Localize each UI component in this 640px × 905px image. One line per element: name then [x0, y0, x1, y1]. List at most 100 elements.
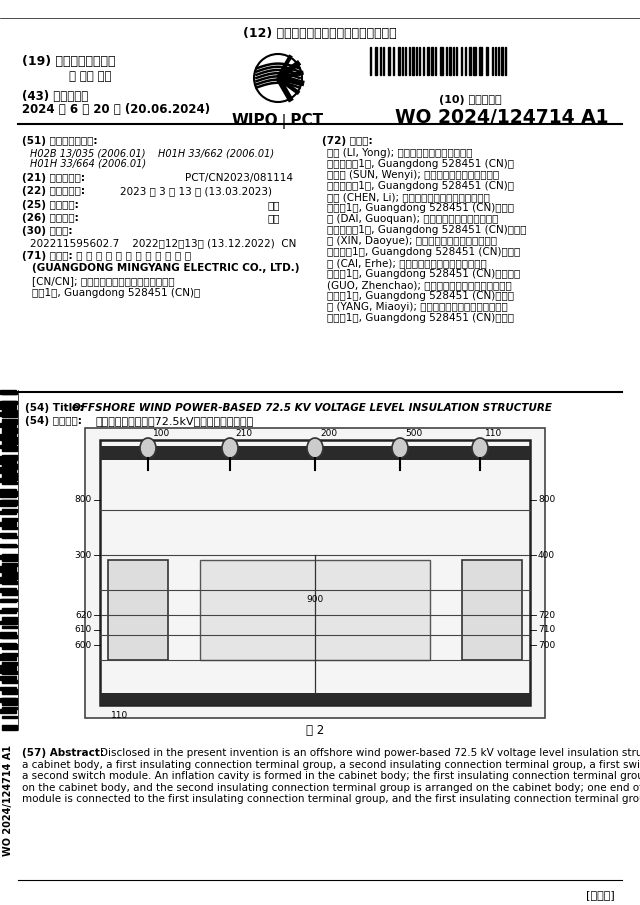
Bar	[456, 47, 457, 75]
Text: Disclosed in the present invention is an offshore wind power-based 72.5 kV volta: Disclosed in the present invention is an…	[100, 748, 640, 758]
Bar	[370, 47, 371, 75]
Bar	[462, 560, 522, 660]
Text: 中文: 中文	[268, 200, 280, 210]
Bar	[2, 518, 17, 521]
Text: (54) Title:: (54) Title:	[25, 403, 83, 413]
Text: OFFSHORE WIND POWER-BASED 72.5 KV VOLTAGE LEVEL INSULATION STRUCTURE: OFFSHORE WIND POWER-BASED 72.5 KV VOLTAG…	[72, 403, 552, 413]
Bar	[440, 47, 443, 75]
Bar	[461, 47, 462, 75]
Bar	[0, 676, 16, 680]
Text: (21) 国际申请号:: (21) 国际申请号:	[22, 173, 85, 183]
Text: 2024 年 6 月 20 日 (20.06.2024): 2024 年 6 月 20 日 (20.06.2024)	[22, 103, 210, 116]
Bar	[449, 47, 451, 75]
Bar	[2, 635, 17, 638]
Text: PCT/CN2023/081114: PCT/CN2023/081114	[185, 173, 293, 183]
Bar	[2, 464, 17, 469]
Bar	[2, 617, 17, 624]
Text: (71) 申请人: 广 东 明 阳 电 气 股 份 有 限 公 司: (71) 申请人: 广 东 明 阳 电 气 股 份 有 限 公 司	[22, 251, 191, 261]
Text: 兴业西路1号, Guangdong 528451 (CN)。蔡尔: 兴业西路1号, Guangdong 528451 (CN)。蔡尔	[327, 247, 520, 257]
Bar	[2, 401, 17, 404]
Bar	[2, 536, 17, 538]
Bar	[486, 47, 488, 75]
Text: 110: 110	[485, 430, 502, 439]
Bar	[0, 445, 16, 448]
Bar	[383, 47, 384, 75]
Text: 800: 800	[75, 496, 92, 504]
Ellipse shape	[222, 438, 238, 458]
Bar	[0, 610, 16, 613]
Text: a cabinet body, a first insulating connection terminal group, a second insulatin: a cabinet body, a first insulating conne…	[22, 759, 640, 769]
Text: 700: 700	[538, 641, 556, 650]
Bar	[0, 665, 16, 673]
Bar	[0, 489, 16, 497]
Text: (22) 国际申请日:: (22) 国际申请日:	[22, 186, 85, 196]
Bar	[2, 671, 17, 674]
Text: 西路1号, Guangdong 528451 (CN)。: 西路1号, Guangdong 528451 (CN)。	[32, 288, 200, 298]
Bar	[479, 47, 482, 75]
Bar	[0, 566, 16, 572]
Text: 何 (CAI, Erhe); 中国广东省中山市南朗镇横门兴: 何 (CAI, Erhe); 中国广东省中山市南朗镇横门兴	[327, 258, 487, 268]
Bar	[380, 47, 381, 75]
Text: WO 2024/124714 A1: WO 2024/124714 A1	[3, 745, 13, 855]
Text: (GUO, Zhenchao); 中国广东省中山市南朗镇横门兴: (GUO, Zhenchao); 中国广东省中山市南朗镇横门兴	[327, 280, 512, 290]
Bar	[2, 455, 17, 460]
Bar	[0, 687, 16, 690]
Text: (26) 公布语言:: (26) 公布语言:	[22, 213, 79, 223]
Text: (25) 申请语言:: (25) 申请语言:	[22, 200, 79, 210]
Bar	[2, 698, 17, 705]
Bar	[2, 716, 17, 718]
Bar	[495, 47, 496, 75]
Text: 权 (DAI, Guoquan); 中国广东省中山市南朗镇横: 权 (DAI, Guoquan); 中国广东省中山市南朗镇横	[327, 214, 499, 224]
Text: (30) 优先权:: (30) 优先权:	[22, 226, 72, 236]
Bar	[416, 47, 417, 75]
Bar	[473, 47, 476, 75]
Bar	[0, 401, 16, 409]
Bar	[402, 47, 403, 75]
Bar	[0, 599, 16, 602]
Text: [CN/CN]; 中国广东省中山市南朗镇横门兴业: [CN/CN]; 中国广东省中山市南朗镇横门兴业	[32, 276, 175, 286]
Bar	[0, 456, 16, 464]
Bar	[100, 693, 530, 705]
Bar	[465, 47, 466, 75]
Bar	[0, 588, 16, 592]
Text: 400: 400	[538, 550, 555, 559]
Text: 710: 710	[538, 625, 556, 634]
Bar	[0, 632, 16, 638]
Text: (72) 发明人:: (72) 发明人:	[322, 136, 372, 146]
Text: module is connected to the first insulating connection terminal group, and the f: module is connected to the first insulat…	[22, 794, 640, 804]
Bar	[2, 419, 17, 424]
Text: 门兴业西路1号, Guangdong 528451 (CN)。: 门兴业西路1号, Guangdong 528451 (CN)。	[327, 159, 514, 169]
Bar	[2, 707, 17, 709]
Bar	[412, 47, 414, 75]
Bar	[108, 560, 168, 660]
Bar	[409, 47, 410, 75]
Text: 900: 900	[307, 595, 324, 605]
Text: a second switch module. An inflation cavity is formed in the cabinet body; the f: a second switch module. An inflation cav…	[22, 771, 640, 781]
Text: 中文: 中文	[268, 213, 280, 223]
Text: (51) 国际专利分类号:: (51) 国际专利分类号:	[22, 136, 97, 146]
Bar	[435, 47, 436, 75]
Bar	[469, 47, 471, 75]
Bar	[0, 643, 16, 646]
Bar	[2, 527, 17, 529]
Bar	[2, 482, 17, 484]
Bar	[2, 446, 17, 451]
Bar	[2, 491, 17, 496]
Ellipse shape	[307, 438, 323, 458]
Bar	[492, 47, 493, 75]
Bar	[498, 47, 499, 75]
Text: (43) 国际公布日: (43) 国际公布日	[22, 90, 88, 103]
Bar	[375, 47, 377, 75]
Bar	[0, 555, 16, 559]
Ellipse shape	[140, 438, 156, 458]
Text: 宜 (YANG, Miaoyi); 中国广东省中山市南朗镇横门兴: 宜 (YANG, Miaoyi); 中国广东省中山市南朗镇横门兴	[327, 302, 508, 312]
Bar	[2, 563, 17, 566]
Text: H02B 13/035 (2006.01)    H01H 33/662 (2006.01): H02B 13/035 (2006.01) H01H 33/662 (2006.…	[30, 148, 274, 158]
Text: 业西路1号, Guangdong 528451 (CN)。杨妙: 业西路1号, Guangdong 528451 (CN)。杨妙	[327, 291, 514, 301]
Text: 陈立 (CHEN, Li); 中国广东省中山市南朗镇横门兴: 陈立 (CHEN, Li); 中国广东省中山市南朗镇横门兴	[327, 192, 490, 202]
Ellipse shape	[472, 438, 488, 458]
Bar	[2, 572, 17, 579]
Bar	[453, 47, 454, 75]
Text: 门兴业西路1号, Guangdong 528451 (CN)。: 门兴业西路1号, Guangdong 528451 (CN)。	[327, 181, 514, 191]
Bar	[2, 500, 17, 505]
